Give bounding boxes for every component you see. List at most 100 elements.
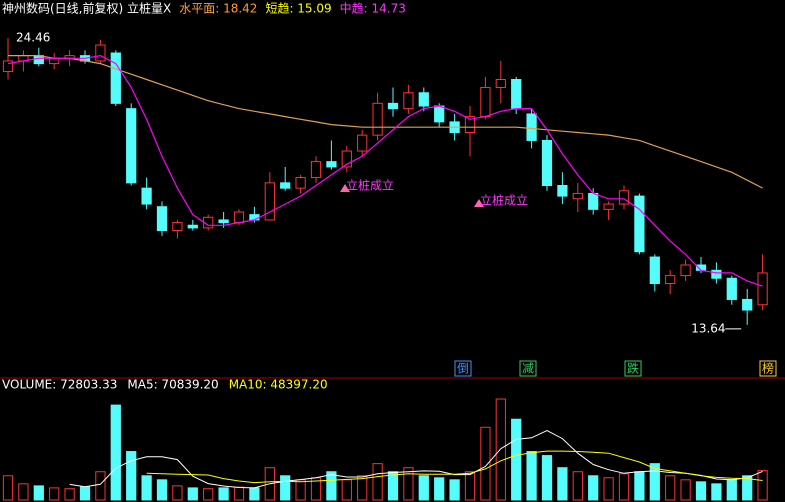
volume-header-text: MA5: 70839.20: [127, 378, 218, 392]
volume-bar: [2, 475, 14, 501]
volume-header-text: MA10: 48397.20: [229, 378, 328, 392]
candle-body: [495, 79, 506, 88]
candle-body: [649, 256, 660, 285]
marker-box: [624, 360, 642, 377]
candle-body: [264, 182, 275, 221]
volume-bar: [110, 404, 121, 501]
header-text: 短趋: 15.09: [265, 2, 331, 16]
candle-body: [618, 190, 630, 205]
volume-bar: [233, 486, 245, 501]
volume-bar: [141, 475, 152, 501]
candle-body: [541, 139, 553, 186]
ma-line: [8, 55, 763, 189]
volume-bar: [326, 471, 337, 501]
signal-arrow: [474, 199, 484, 207]
volume-bar: [603, 477, 614, 501]
volume-bar: [757, 470, 768, 501]
volume-bar: [341, 479, 352, 501]
candle-body: [372, 102, 383, 136]
candle-body: [464, 116, 476, 133]
candle-body: [511, 79, 522, 110]
marker-label: 榜: [762, 361, 774, 376]
candle-body: [634, 195, 645, 253]
candle-body: [341, 150, 352, 168]
candle-body: [2, 60, 14, 73]
volume-bar: [387, 471, 399, 501]
volume-bar: [588, 475, 599, 501]
volume-bar: [695, 481, 707, 501]
volume-header-text: VOLUME: 72803.33: [2, 378, 117, 392]
high-label: 24.46: [16, 31, 50, 45]
volume-bar: [280, 475, 291, 501]
marker-label: 倒: [457, 362, 469, 376]
signal-arrow: [340, 184, 350, 192]
header-text: 中趋: 14.73: [340, 1, 406, 16]
candle-body: [218, 219, 229, 224]
volume-bar: [480, 426, 491, 501]
marker-box: [759, 360, 777, 377]
volume-bar: [64, 488, 75, 501]
volume-bar: [649, 463, 660, 501]
volume-bar: [449, 479, 460, 501]
candle-body: [557, 185, 568, 197]
volume-bar: [680, 479, 691, 501]
volume-bar: [726, 479, 737, 501]
candle-body: [156, 206, 168, 232]
volume-bar: [18, 483, 29, 501]
volume-bar: [418, 475, 429, 501]
volume-bar: [572, 471, 583, 501]
volume-bar: [526, 451, 537, 501]
volume-bar: [218, 487, 229, 501]
volume-bar: [33, 485, 44, 501]
volume-bar: [126, 451, 137, 501]
ma-line: [7, 54, 763, 287]
candle-body: [418, 92, 429, 107]
low-label: 13.64: [691, 321, 725, 335]
volume-bar: [665, 475, 676, 501]
candle-body: [172, 222, 183, 232]
volume-bar: [49, 487, 60, 501]
volume-bar: [511, 418, 522, 501]
candle-body: [295, 177, 306, 189]
volume-bar: [295, 479, 306, 501]
candle-body: [310, 161, 322, 179]
volume-bar: [357, 475, 368, 501]
volume-bar: [403, 467, 414, 501]
volume-bar: [742, 475, 753, 501]
header-text: 神州数码(日线,前复权) 立桩量X: [2, 1, 171, 16]
header-text: 水平面: 18.42: [179, 2, 257, 16]
marker-box: [454, 360, 472, 377]
candle-body: [726, 277, 737, 300]
signal-label: 立桩成立: [346, 178, 394, 193]
candle-body: [434, 105, 445, 123]
candle-body: [680, 264, 691, 277]
volume-bar: [541, 455, 553, 501]
marker-label: 跌: [627, 361, 639, 376]
marker-box: [519, 360, 537, 377]
candle-body: [187, 224, 198, 229]
volume-bar: [156, 479, 168, 501]
marker-label: 减: [522, 362, 534, 376]
candle-body: [249, 214, 260, 221]
candle-body: [588, 192, 599, 210]
candle-body: [526, 113, 537, 141]
volume-bar: [372, 463, 383, 501]
volume-ma-line: [69, 429, 763, 489]
volume-bar: [95, 471, 106, 501]
volume-bar: [79, 486, 91, 501]
candle-body: [742, 298, 753, 311]
candle-body: [711, 269, 722, 279]
candle-body: [49, 57, 60, 65]
candle-body: [326, 161, 337, 168]
volume-bar: [634, 471, 645, 501]
volume-bar: [711, 483, 722, 501]
candle-body: [95, 44, 106, 62]
candle-body: [33, 55, 44, 65]
candle-body: [757, 272, 768, 306]
candle-body: [603, 203, 614, 210]
candle-body: [572, 192, 583, 200]
signal-label: 立桩成立: [480, 193, 528, 208]
candle-body: [126, 108, 137, 184]
candle-body: [110, 52, 121, 104]
candle-body: [403, 92, 414, 110]
